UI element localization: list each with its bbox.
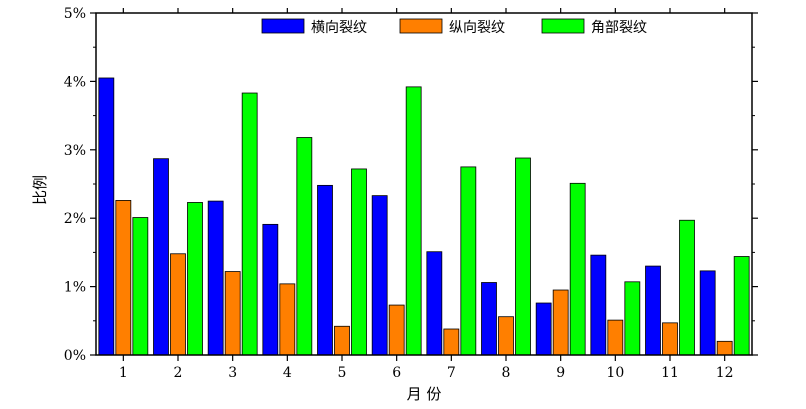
bar-横向裂纹-11 bbox=[645, 265, 661, 356]
x-axis-label: 月 份 bbox=[407, 385, 442, 403]
bar-角部裂纹-10 bbox=[624, 281, 641, 356]
bar-横向裂纹-7 bbox=[426, 251, 443, 356]
x-tick-label: 4 bbox=[283, 365, 292, 381]
bar-横向裂纹-10 bbox=[590, 254, 607, 356]
x-axis: 1 2 3 4 5 6 7 8 9 10 11 12 bbox=[119, 8, 734, 381]
bar-纵向裂纹-2 bbox=[170, 253, 186, 356]
bar-横向裂纹-1 bbox=[98, 77, 115, 356]
legend-swatch bbox=[399, 18, 443, 34]
bar-横向裂纹-4 bbox=[262, 223, 279, 356]
bar-角部裂纹-11 bbox=[679, 219, 695, 356]
bar-纵向裂纹-7 bbox=[443, 328, 460, 356]
bar-横向裂纹-5 bbox=[317, 184, 333, 356]
bar-角部裂纹-6 bbox=[405, 86, 422, 356]
bar-横向裂纹-2 bbox=[153, 158, 169, 356]
y-axis: 0% 1% 2% 3% 4% 5% bbox=[64, 6, 758, 364]
legend: 横向裂纹 纵向裂纹 角部裂纹 bbox=[261, 18, 647, 36]
bar-纵向裂纹-11 bbox=[662, 322, 678, 356]
legend-label: 横向裂纹 bbox=[311, 20, 367, 36]
bar-纵向裂纹-8 bbox=[498, 316, 514, 356]
bar-横向裂纹-9 bbox=[535, 302, 552, 356]
y-tick-label: 5% bbox=[64, 6, 86, 22]
y-axis-label: 比例 bbox=[31, 175, 49, 205]
bar-角部裂纹-8 bbox=[515, 157, 531, 356]
x-tick-label: 5 bbox=[338, 365, 347, 381]
bar-纵向裂纹-1 bbox=[115, 200, 132, 356]
x-tick-label: 11 bbox=[661, 365, 679, 381]
bar-角部裂纹-1 bbox=[132, 217, 149, 356]
bar-角部裂纹-7 bbox=[460, 166, 477, 356]
x-tick-label: 3 bbox=[228, 365, 237, 381]
y-tick-label: 3% bbox=[64, 143, 86, 159]
bar-纵向裂纹-12 bbox=[716, 340, 733, 356]
y-tick-label: 0% bbox=[64, 348, 86, 364]
x-tick-label: 9 bbox=[556, 365, 565, 381]
bar-角部裂纹-9 bbox=[569, 182, 586, 356]
bar-角部裂纹-3 bbox=[241, 92, 258, 356]
bar-纵向裂纹-6 bbox=[388, 304, 405, 356]
y-tick-label: 4% bbox=[64, 74, 86, 90]
bar-角部裂纹-2 bbox=[187, 202, 203, 356]
bar-角部裂纹-4 bbox=[296, 137, 313, 356]
bar-layer bbox=[98, 77, 750, 356]
bar-纵向裂纹-3 bbox=[224, 271, 241, 356]
bar-横向裂纹-12 bbox=[699, 270, 716, 356]
y-tick-label: 1% bbox=[64, 280, 86, 296]
legend-label: 纵向裂纹 bbox=[449, 20, 505, 36]
bar-横向裂纹-3 bbox=[207, 200, 224, 356]
bar-纵向裂纹-9 bbox=[552, 289, 569, 356]
legend-swatch bbox=[261, 18, 305, 34]
bar-横向裂纹-6 bbox=[371, 195, 388, 356]
bar-纵向裂纹-5 bbox=[334, 325, 350, 356]
bar-纵向裂纹-4 bbox=[279, 283, 296, 356]
bar-纵向裂纹-10 bbox=[607, 319, 624, 356]
x-tick-label: 1 bbox=[119, 365, 128, 381]
legend-label: 角部裂纹 bbox=[591, 20, 647, 36]
x-tick-label: 6 bbox=[392, 365, 401, 381]
bar-角部裂纹-12 bbox=[733, 256, 750, 356]
bar-角部裂纹-5 bbox=[351, 168, 367, 356]
x-tick-label: 2 bbox=[174, 365, 183, 381]
y-tick-label: 2% bbox=[64, 211, 86, 227]
bar-横向裂纹-8 bbox=[481, 282, 497, 356]
x-tick-label: 12 bbox=[716, 365, 734, 381]
x-tick-label: 7 bbox=[447, 365, 456, 381]
x-tick-label: 8 bbox=[502, 365, 511, 381]
x-tick-label: 10 bbox=[606, 365, 624, 381]
legend-swatch bbox=[541, 18, 585, 34]
